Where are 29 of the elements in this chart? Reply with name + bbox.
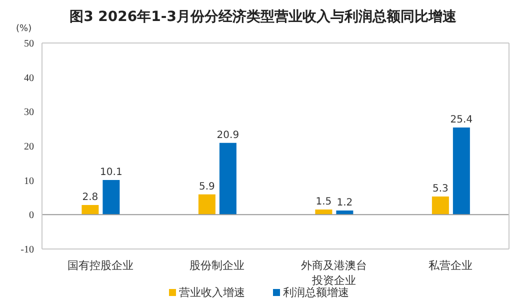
- data-label: 25.4: [450, 114, 473, 126]
- bar: [82, 205, 99, 215]
- data-label: 20.9: [216, 130, 240, 141]
- y-tick-label: 0: [29, 210, 34, 222]
- y-tick-label: 40: [24, 72, 34, 84]
- bar: [219, 142, 236, 215]
- legend-label: 利润总额增速: [282, 286, 349, 300]
- x-tick-label: 股份制企业: [190, 259, 245, 272]
- x-tick-label: 外商及港澳台投资企业: [300, 259, 367, 287]
- y-axis-title: (%): [16, 24, 32, 34]
- legend-label: 营业收入增速: [178, 285, 245, 300]
- y-tick-label: 50: [24, 38, 34, 50]
- y-tick-label: 20: [24, 142, 34, 153]
- y-tick-label: 10: [24, 176, 34, 187]
- x-tick-label: 国有控股企业: [67, 259, 134, 272]
- y-tick-label: 30: [24, 107, 34, 118]
- bar: [198, 194, 216, 215]
- data-label: 5.3: [432, 183, 448, 194]
- data-label: 1.5: [316, 196, 332, 208]
- chart-title: 图3 2026年1-3月份分经济类型营业收入与利润总额同比增速: [70, 9, 456, 25]
- bar: [432, 196, 449, 215]
- data-label: 1.2: [336, 198, 353, 209]
- data-label: 5.9: [198, 181, 215, 192]
- bar: [102, 180, 120, 215]
- data-label: 2.8: [82, 192, 98, 204]
- bar: [452, 127, 470, 215]
- data-label: 10.1: [100, 166, 122, 178]
- y-tick-label: -10: [20, 244, 34, 256]
- x-tick-label: 私营企业: [428, 259, 473, 272]
